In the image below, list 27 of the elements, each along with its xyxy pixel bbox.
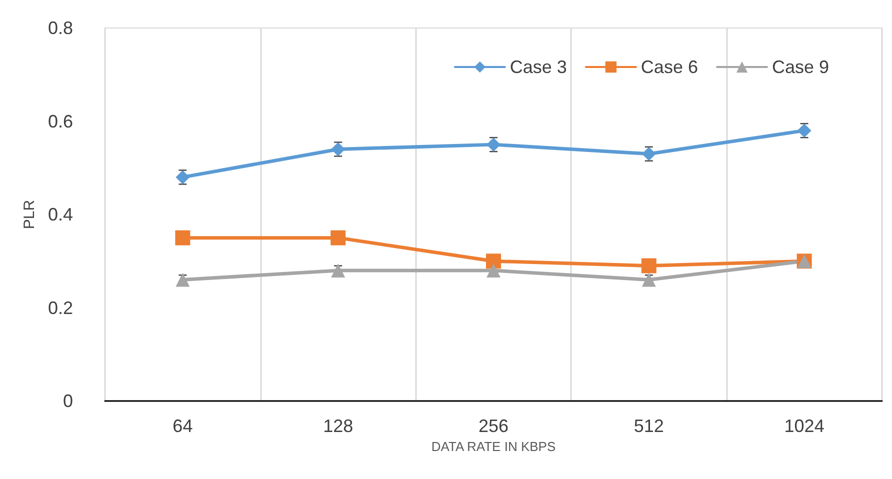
point: [797, 124, 812, 138]
point: [175, 230, 190, 246]
x-tick-label: 512: [634, 416, 664, 436]
point: [641, 258, 656, 274]
point: [330, 230, 346, 246]
point: [486, 254, 501, 269]
x-tick-label: 64: [172, 416, 193, 436]
point: [486, 263, 500, 278]
point: [331, 263, 346, 278]
point: [176, 272, 190, 287]
point: [331, 142, 346, 156]
legend-label: Case 6: [640, 57, 698, 77]
point: [176, 170, 190, 184]
x-tick-label: 1024: [784, 416, 824, 436]
y-tick-label: 0.8: [48, 18, 73, 38]
x-tick-label: 256: [478, 416, 509, 436]
x-tick-label: 128: [323, 416, 354, 436]
y-tick-label: 0.4: [48, 204, 73, 224]
x-axis-title: DATA RATE IN KBPS: [431, 438, 556, 454]
y-axis-title: PLR: [21, 200, 38, 230]
y-tick-label: 0: [62, 391, 73, 411]
legend-label: Case 9: [772, 57, 830, 77]
legend-label: Case 3: [510, 57, 567, 77]
point: [642, 146, 656, 161]
y-tick-label: 0.2: [48, 298, 73, 318]
y-tick-label: 0.6: [48, 111, 73, 132]
point: [642, 272, 656, 287]
